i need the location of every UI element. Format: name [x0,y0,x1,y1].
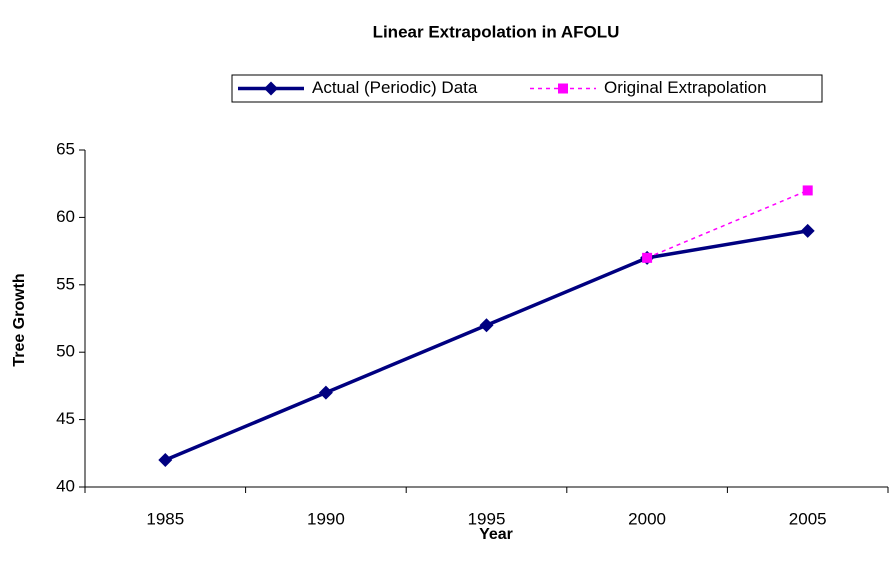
data-point [642,252,653,263]
data-point [800,223,815,238]
x-tick-label: 1995 [468,509,506,528]
legend-label: Actual (Periodic) Data [312,78,478,97]
data-point [802,185,813,196]
data-point [158,453,173,468]
legend-box [231,74,823,103]
x-tick-label: 2005 [789,509,827,528]
data-point [318,385,333,400]
series-line [646,189,808,259]
data-point [479,318,494,333]
y-tick-label: 55 [56,274,75,293]
legend-label: Original Extrapolation [604,78,767,97]
y-tick-label: 60 [56,207,75,226]
chart-title: Linear Extrapolation in AFOLU [373,22,620,41]
y-axis-label: Tree Growth [11,273,28,366]
x-tick-label: 2000 [628,509,666,528]
x-tick-label: 1985 [146,509,184,528]
x-tick-label: 1990 [307,509,345,528]
y-tick-label: 50 [56,342,75,361]
legend-marker [264,81,278,96]
y-tick-label: 40 [56,476,75,495]
y-tick-label: 45 [56,409,75,428]
legend-marker [558,83,568,94]
series-line [164,229,808,462]
y-tick-label: 65 [56,139,75,158]
x-axis-label: Year [479,526,513,543]
